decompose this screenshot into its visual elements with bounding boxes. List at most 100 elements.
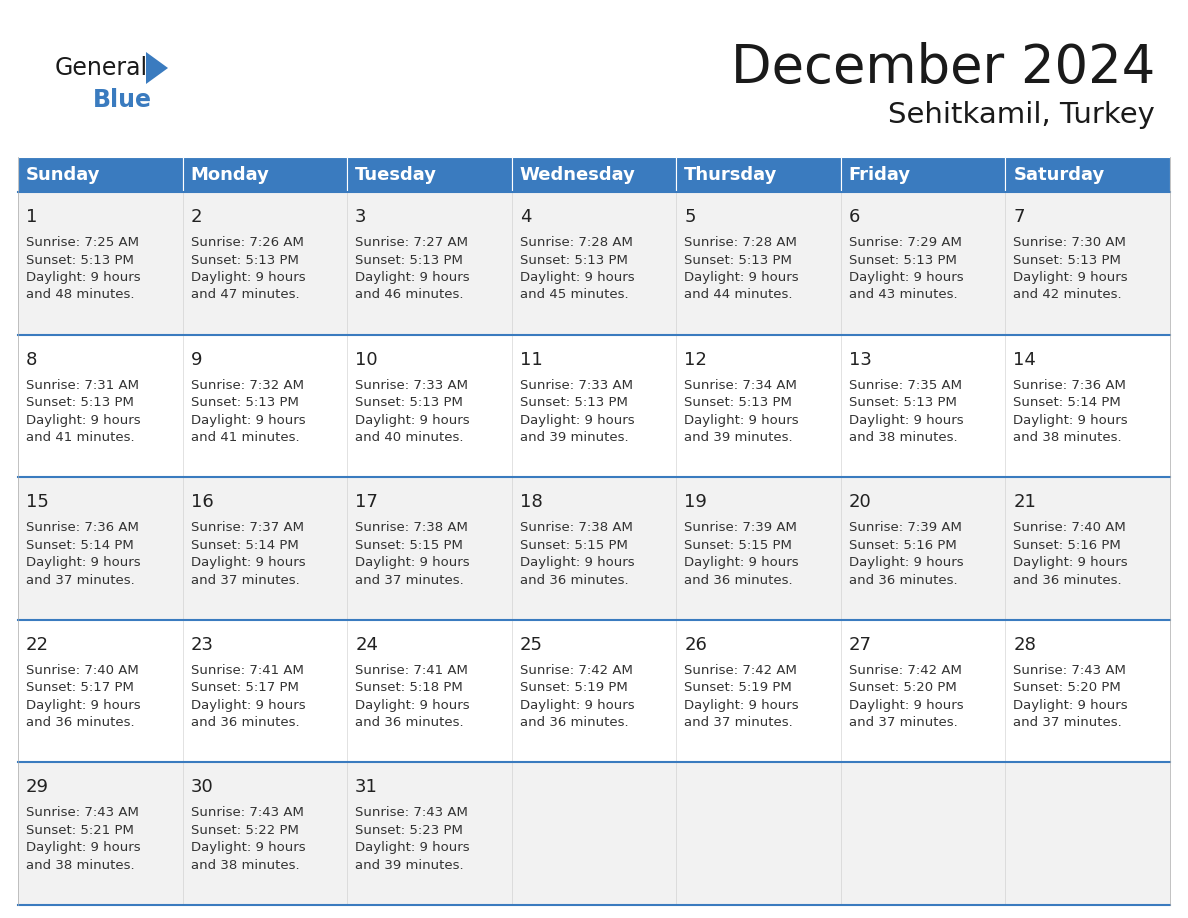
Text: Sunset: 5:14 PM: Sunset: 5:14 PM (26, 539, 134, 552)
Text: 4: 4 (519, 208, 531, 226)
Text: 31: 31 (355, 778, 378, 797)
Text: Sunrise: 7:35 AM: Sunrise: 7:35 AM (849, 378, 962, 392)
Bar (676, 334, 841, 477)
Bar (183, 477, 347, 620)
Text: Daylight: 9 hours: Daylight: 9 hours (684, 699, 798, 711)
Text: Daylight: 9 hours: Daylight: 9 hours (190, 414, 305, 427)
Text: Friday: Friday (849, 165, 911, 184)
Bar (676, 157, 841, 192)
Text: Sunset: 5:15 PM: Sunset: 5:15 PM (355, 539, 463, 552)
Bar (347, 157, 512, 192)
Bar (676, 192, 841, 334)
Text: and 39 minutes.: and 39 minutes. (684, 431, 792, 444)
Text: 25: 25 (519, 636, 543, 654)
Text: and 36 minutes.: and 36 minutes. (355, 716, 463, 729)
Text: Daylight: 9 hours: Daylight: 9 hours (190, 556, 305, 569)
Text: Sunset: 5:16 PM: Sunset: 5:16 PM (849, 539, 956, 552)
Bar (183, 334, 347, 477)
Bar (18, 763, 183, 905)
Text: Sunrise: 7:34 AM: Sunrise: 7:34 AM (684, 378, 797, 392)
Text: 1: 1 (26, 208, 37, 226)
Text: Sunset: 5:13 PM: Sunset: 5:13 PM (355, 396, 463, 409)
Text: and 37 minutes.: and 37 minutes. (190, 574, 299, 587)
Text: Sunset: 5:15 PM: Sunset: 5:15 PM (519, 539, 627, 552)
Text: Sunrise: 7:43 AM: Sunrise: 7:43 AM (1013, 664, 1126, 677)
Text: Sunrise: 7:32 AM: Sunrise: 7:32 AM (190, 378, 304, 392)
Bar (183, 763, 347, 905)
Text: Sunset: 5:19 PM: Sunset: 5:19 PM (684, 681, 792, 694)
Text: Thursday: Thursday (684, 165, 778, 184)
Text: and 38 minutes.: and 38 minutes. (849, 431, 958, 444)
Bar (1005, 763, 1170, 905)
Text: Sunset: 5:13 PM: Sunset: 5:13 PM (26, 396, 134, 409)
Text: and 36 minutes.: and 36 minutes. (1013, 574, 1121, 587)
Text: Sunrise: 7:41 AM: Sunrise: 7:41 AM (355, 664, 468, 677)
Text: and 45 minutes.: and 45 minutes. (519, 288, 628, 301)
Text: Sunrise: 7:33 AM: Sunrise: 7:33 AM (519, 378, 633, 392)
Text: Daylight: 9 hours: Daylight: 9 hours (26, 699, 140, 711)
Text: Daylight: 9 hours: Daylight: 9 hours (849, 271, 963, 284)
Text: Daylight: 9 hours: Daylight: 9 hours (519, 271, 634, 284)
Text: and 48 minutes.: and 48 minutes. (26, 288, 134, 301)
Text: 17: 17 (355, 493, 378, 511)
Text: Sunset: 5:20 PM: Sunset: 5:20 PM (849, 681, 956, 694)
Bar (183, 620, 347, 763)
Text: and 47 minutes.: and 47 minutes. (190, 288, 299, 301)
Text: December 2024: December 2024 (731, 42, 1155, 94)
Text: and 37 minutes.: and 37 minutes. (684, 716, 794, 729)
Text: and 36 minutes.: and 36 minutes. (849, 574, 958, 587)
Bar (676, 477, 841, 620)
Text: 8: 8 (26, 351, 37, 369)
Text: Daylight: 9 hours: Daylight: 9 hours (355, 556, 469, 569)
Text: and 37 minutes.: and 37 minutes. (355, 574, 463, 587)
Text: Daylight: 9 hours: Daylight: 9 hours (849, 556, 963, 569)
Text: Daylight: 9 hours: Daylight: 9 hours (26, 842, 140, 855)
Text: Daylight: 9 hours: Daylight: 9 hours (355, 699, 469, 711)
Bar (18, 334, 183, 477)
Text: Sunset: 5:13 PM: Sunset: 5:13 PM (849, 396, 956, 409)
Text: and 46 minutes.: and 46 minutes. (355, 288, 463, 301)
Text: 12: 12 (684, 351, 707, 369)
Text: General: General (55, 56, 148, 80)
Text: 14: 14 (1013, 351, 1036, 369)
Text: and 38 minutes.: and 38 minutes. (26, 859, 134, 872)
Bar (841, 620, 1005, 763)
Text: Sunset: 5:13 PM: Sunset: 5:13 PM (684, 396, 792, 409)
Text: Blue: Blue (93, 88, 152, 112)
Text: Sunset: 5:13 PM: Sunset: 5:13 PM (1013, 253, 1121, 266)
Text: Sunset: 5:17 PM: Sunset: 5:17 PM (190, 681, 298, 694)
Text: 3: 3 (355, 208, 367, 226)
Bar (1005, 157, 1170, 192)
Text: Sunset: 5:16 PM: Sunset: 5:16 PM (1013, 539, 1121, 552)
Polygon shape (146, 52, 168, 84)
Text: Sunset: 5:21 PM: Sunset: 5:21 PM (26, 823, 134, 837)
Bar (18, 192, 183, 334)
Text: 11: 11 (519, 351, 543, 369)
Text: Daylight: 9 hours: Daylight: 9 hours (519, 556, 634, 569)
Text: Daylight: 9 hours: Daylight: 9 hours (1013, 699, 1129, 711)
Bar (841, 334, 1005, 477)
Bar (18, 157, 183, 192)
Text: 22: 22 (26, 636, 49, 654)
Text: and 44 minutes.: and 44 minutes. (684, 288, 792, 301)
Text: and 36 minutes.: and 36 minutes. (519, 716, 628, 729)
Text: 20: 20 (849, 493, 872, 511)
Text: and 37 minutes.: and 37 minutes. (1013, 716, 1123, 729)
Text: Sunrise: 7:30 AM: Sunrise: 7:30 AM (1013, 236, 1126, 249)
Text: Sunrise: 7:33 AM: Sunrise: 7:33 AM (355, 378, 468, 392)
Bar (347, 620, 512, 763)
Text: 2: 2 (190, 208, 202, 226)
Bar (512, 620, 676, 763)
Text: Sunset: 5:22 PM: Sunset: 5:22 PM (190, 823, 298, 837)
Bar (841, 157, 1005, 192)
Text: Saturday: Saturday (1013, 165, 1105, 184)
Text: Daylight: 9 hours: Daylight: 9 hours (190, 271, 305, 284)
Text: Daylight: 9 hours: Daylight: 9 hours (1013, 271, 1129, 284)
Text: Daylight: 9 hours: Daylight: 9 hours (519, 414, 634, 427)
Text: and 38 minutes.: and 38 minutes. (190, 859, 299, 872)
Text: Sunrise: 7:25 AM: Sunrise: 7:25 AM (26, 236, 139, 249)
Text: Sunset: 5:13 PM: Sunset: 5:13 PM (684, 253, 792, 266)
Bar (183, 192, 347, 334)
Bar (1005, 192, 1170, 334)
Text: Daylight: 9 hours: Daylight: 9 hours (26, 271, 140, 284)
